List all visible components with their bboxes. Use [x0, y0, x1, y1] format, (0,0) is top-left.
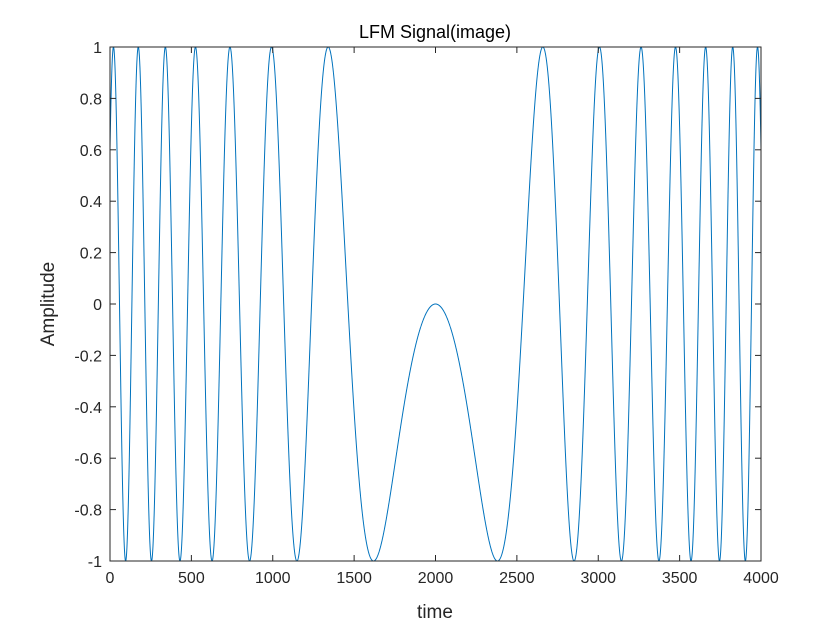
- x-axis-label: time: [417, 602, 453, 623]
- x-tick-label: 500: [178, 570, 205, 587]
- y-tick-label: -0.8: [74, 503, 102, 520]
- y-tick-label: 1: [93, 40, 102, 57]
- y-axis-ticks: -1 -0.8 -0.6 -0.4 -0.2 0 0.2 0.4 0.6 0.8 1: [74, 40, 761, 571]
- x-tick-label: 1500: [336, 570, 372, 587]
- y-tick-label: -1: [88, 554, 102, 571]
- y-tick-label: 0.6: [80, 143, 102, 160]
- x-tick-label: 2000: [418, 570, 454, 587]
- y-tick-label: -0.6: [74, 451, 102, 468]
- y-tick-label: 0.8: [80, 91, 102, 108]
- x-tick-label: 1000: [255, 570, 291, 587]
- y-tick-label: -0.2: [74, 348, 102, 365]
- y-tick-label: 0.2: [80, 246, 102, 263]
- chart-title: LFM Signal(image): [359, 22, 511, 42]
- x-tick-label: 3000: [580, 570, 616, 587]
- y-axis-label: Amplitude: [38, 262, 59, 347]
- y-tick-label: 0.4: [80, 194, 102, 211]
- x-tick-label: 3500: [662, 570, 698, 587]
- x-axis-ticks: 0 500 1000 1500 2000 2500 3000 3500 4000: [106, 47, 779, 587]
- x-tick-label: 0: [106, 570, 115, 587]
- y-tick-label: -0.4: [74, 400, 102, 417]
- series-line-lfm: [110, 47, 761, 561]
- x-tick-label: 4000: [743, 570, 779, 587]
- y-tick-label: 0: [93, 297, 102, 314]
- x-tick-label: 2500: [499, 570, 535, 587]
